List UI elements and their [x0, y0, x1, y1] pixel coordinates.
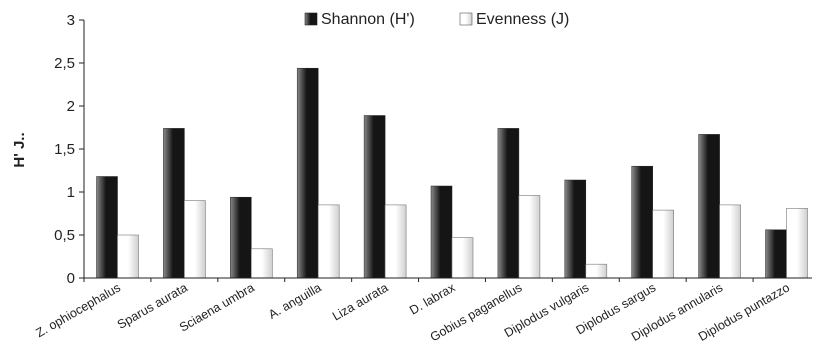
bar-evenness [451, 237, 474, 279]
legend-label-shannon: Shannon (H') [321, 11, 415, 28]
bar-shannon [698, 134, 720, 279]
bar-shannon [564, 179, 587, 279]
y-ticks: 0 0,5 1 1,5 2 2,5 3 [54, 12, 84, 287]
y-tick-label: 2 [67, 98, 75, 115]
x-category-label: A. anguilla [266, 280, 324, 321]
bar-shannon [363, 115, 386, 279]
bar-shannon [631, 165, 653, 279]
y-tick-label: 2,5 [54, 55, 75, 72]
bar-evenness [719, 204, 741, 279]
x-category-label: Z. ophiocephalus [34, 280, 123, 340]
y-tick-label: 0,5 [54, 227, 75, 244]
y-tick-label: 0 [67, 270, 75, 287]
bar-evenness [652, 209, 675, 279]
legend-swatch-evenness [459, 12, 473, 26]
bars [96, 67, 808, 279]
legend-swatch-shannon [304, 12, 318, 26]
y-tick-label: 1,5 [54, 141, 75, 158]
x-category-label: Liza aurata [330, 280, 391, 323]
x-category-label: Sciaena umbra [177, 280, 257, 334]
bar-evenness [317, 204, 340, 279]
bar-evenness [585, 263, 608, 279]
bar-evenness [384, 204, 407, 279]
x-category-label: D. labrax [407, 280, 458, 318]
bar-shannon [163, 128, 185, 279]
bar-evenness [251, 248, 273, 279]
legend-label-evenness: Evenness (J) [476, 11, 569, 28]
bar-shannon [96, 176, 118, 279]
bar-evenness [117, 234, 139, 279]
legend: Shannon (H') Evenness (J) [304, 11, 569, 28]
y-tick-label: 3 [67, 12, 75, 29]
y-axis-label: H' J.. [11, 132, 28, 167]
bar-evenness [184, 200, 206, 279]
bar-shannon [230, 196, 252, 279]
bar-shannon [765, 229, 787, 279]
bar-shannon [430, 185, 453, 279]
bar-evenness [786, 208, 808, 279]
bar-evenness [518, 195, 541, 279]
bar-shannon [497, 128, 520, 279]
y-tick-label: 1 [67, 184, 75, 201]
bar-shannon [296, 67, 319, 279]
